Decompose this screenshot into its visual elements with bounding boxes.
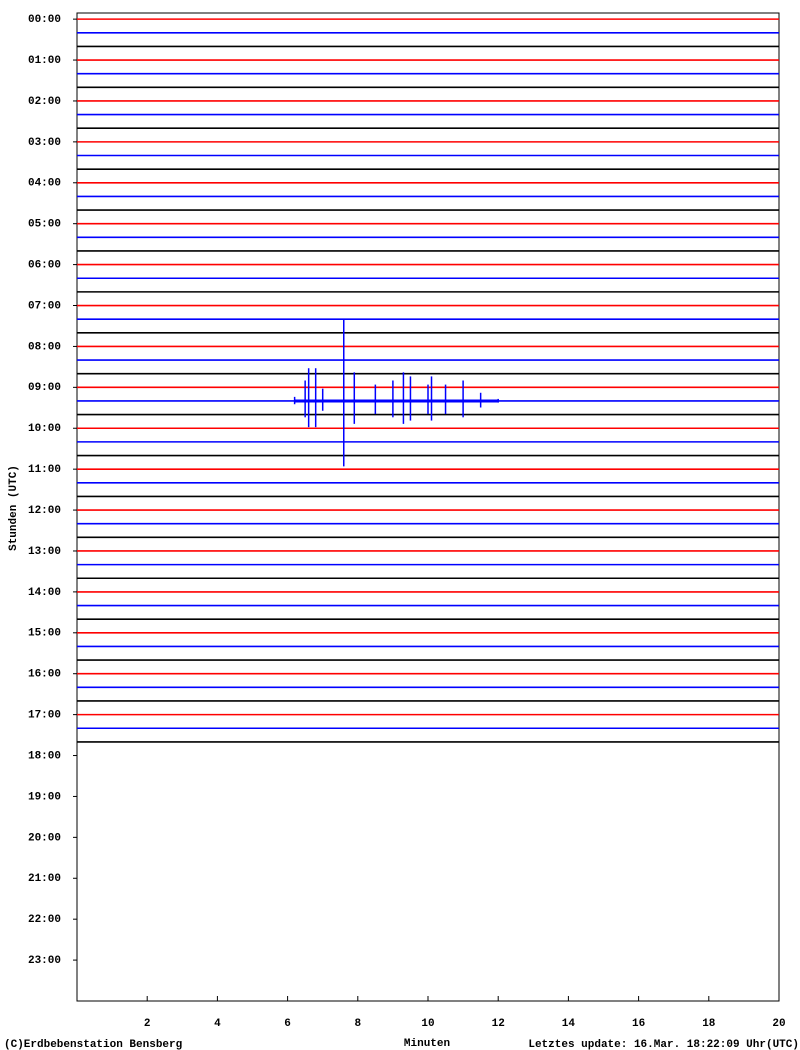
x-tick-label: 20: [772, 1018, 785, 1030]
y-tick-label: 09:00: [28, 382, 61, 394]
x-tick-label: 10: [421, 1018, 434, 1030]
x-tick-label: 6: [284, 1018, 291, 1030]
y-tick-label: 23:00: [28, 955, 61, 967]
x-axis-label: Minuten: [404, 1038, 450, 1050]
y-tick-label: 06:00: [28, 260, 61, 272]
x-tick-label: 2: [144, 1018, 151, 1030]
y-tick-label: 01:00: [28, 55, 61, 67]
x-tick-label: 8: [354, 1018, 361, 1030]
y-tick-label: 13:00: [28, 546, 61, 558]
y-tick-label: 02:00: [28, 96, 61, 108]
y-tick-label: 12:00: [28, 505, 61, 517]
x-tick-label: 12: [492, 1018, 505, 1030]
y-tick-label: 05:00: [28, 219, 61, 231]
y-tick-label: 18:00: [28, 750, 61, 762]
y-tick-label: 19:00: [28, 791, 61, 803]
y-tick-label: 16:00: [28, 669, 61, 681]
y-tick-label: 20:00: [28, 832, 61, 844]
x-tick-label: 18: [702, 1018, 716, 1030]
y-axis-label: Stunden (UTC): [8, 465, 20, 551]
y-tick-label: 07:00: [28, 300, 61, 312]
y-tick-label: 10:00: [28, 423, 61, 435]
credit: (C)Erdbebenstation Bensberg: [4, 1039, 182, 1050]
y-tick-label: 04:00: [28, 178, 61, 190]
y-tick-label: 21:00: [28, 873, 61, 885]
x-tick-label: 16: [632, 1018, 645, 1030]
y-tick-label: 14:00: [28, 587, 61, 599]
y-tick-label: 08:00: [28, 341, 61, 353]
y-tick-label: 15:00: [28, 628, 61, 640]
x-tick-label: 4: [214, 1018, 221, 1030]
y-tick-label: 17:00: [28, 710, 61, 722]
y-tick-label: 11:00: [28, 464, 61, 476]
plot-frame: [76, 12, 780, 1002]
update-time: Letztes update: 16.Mar. 18:22:09 Uhr(UTC…: [528, 1039, 799, 1050]
y-tick-label: 03:00: [28, 137, 61, 149]
y-tick-label: 00:00: [28, 14, 61, 26]
x-tick-label: 14: [562, 1018, 576, 1030]
y-tick-label: 22:00: [28, 914, 61, 926]
